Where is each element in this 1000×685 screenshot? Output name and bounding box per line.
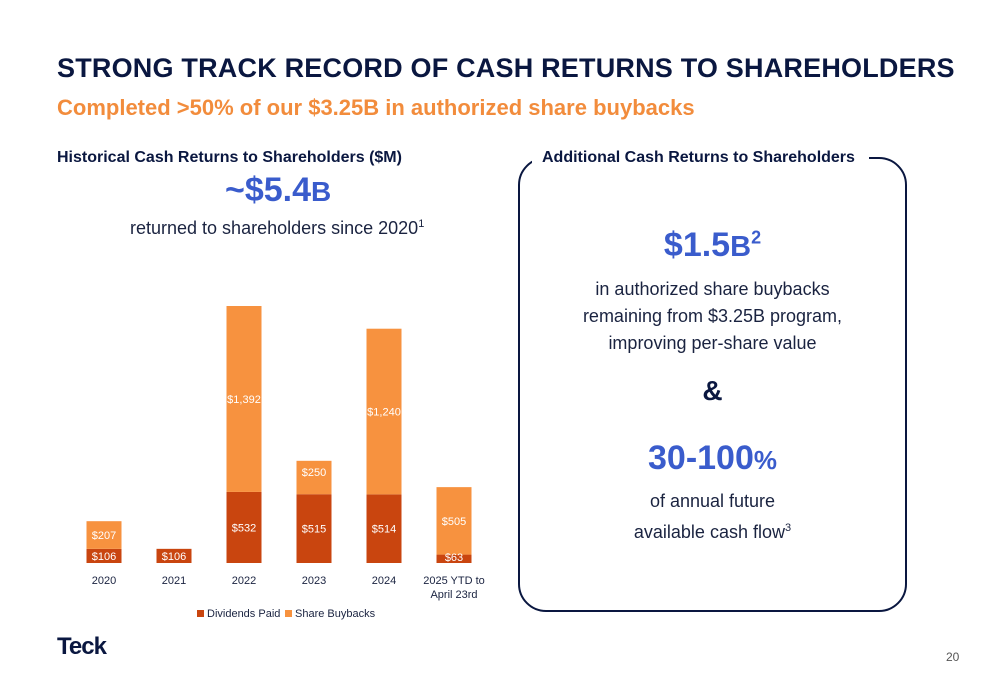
desc1-line: in authorized share buybacks [595, 279, 830, 299]
legend-swatch [197, 610, 204, 617]
x-tick-label: 2025 YTD to [423, 575, 485, 587]
page-number: 20 [946, 650, 960, 664]
page-title: STRONG TRACK RECORD OF CASH RETURNS TO S… [57, 53, 955, 83]
bar-value-label: $106 [162, 551, 186, 563]
chart-title: Historical Cash Returns to Shareholders … [57, 149, 402, 166]
buybacks-bar-5 [436, 487, 472, 555]
x-tick-label: 2023 [302, 575, 326, 587]
x-tick-label: April 23rd [430, 589, 477, 601]
legend-label: Share Buybacks [295, 608, 376, 620]
chart-x-axis-labels: 2020 2021 2022 2023 2024 2025 YTD to April 23r… [92, 575, 485, 601]
dividends-bar-0 [86, 548, 122, 563]
bar-value-label: $1,240 [367, 407, 401, 419]
bar-value-label: $505 [442, 516, 466, 528]
teck-logo: Teck [57, 633, 107, 660]
additional-returns-title: Additional Cash Returns to Shareholders [532, 149, 869, 167]
buybacks-bar-0 [86, 521, 122, 549]
desc1-line: improving per-share value [608, 333, 817, 353]
total-suffix: B [311, 176, 332, 207]
chart-bars [86, 306, 472, 563]
stat2-value: 30-100 [648, 439, 754, 477]
buyback-remaining-stat: $1.5B2 [520, 226, 905, 265]
buybacks-bar-3 [296, 460, 332, 495]
bar-value-label: $1,392 [227, 394, 261, 406]
total-caption-text: returned to shareholders since 2020 [130, 218, 419, 238]
buybacks-bar-2 [226, 306, 262, 492]
chart-data-labels: $106 $207 $106 $532 $1,392 $515 $250 $514 $1,240… [92, 394, 466, 564]
bar-value-label: $106 [92, 551, 116, 563]
desc2-text: available cash flow [633, 522, 785, 542]
buybacks-bar-4 [366, 328, 402, 495]
stat1-suffix: B [730, 231, 752, 263]
ampersand: & [702, 375, 723, 406]
dividends-bar-5 [436, 554, 472, 563]
desc2-line: available cash flow3 [520, 515, 905, 546]
bar-value-label: $207 [92, 530, 116, 542]
dividends-bar-4 [366, 494, 402, 563]
bar-value-label: $63 [445, 552, 463, 564]
footnote-2: 2 [751, 227, 762, 248]
stat2-suffix: % [753, 445, 777, 475]
bar-value-label: $514 [372, 524, 396, 536]
legend-label: Dividends Paid [207, 608, 280, 620]
total-returned-value: ~$5.4B [225, 171, 331, 210]
desc1-line: remaining from $3.25B program, [582, 306, 843, 326]
buyback-remaining-description: in authorized share buybacks remaining f… [520, 276, 905, 357]
dividends-bar-3 [296, 494, 332, 563]
dividends-bar-2 [226, 491, 262, 563]
x-tick-label: 2021 [162, 575, 186, 587]
x-tick-label: 2024 [372, 575, 396, 587]
x-tick-label: 2022 [232, 575, 256, 587]
dividends-bar-1 [156, 548, 192, 563]
legend-swatch [285, 610, 292, 617]
bar-value-label: $515 [302, 524, 326, 536]
x-tick-label: 2020 [92, 575, 116, 587]
bar-value-label: $250 [302, 467, 326, 479]
page-subtitle: Completed >50% of our $3.25B in authoriz… [57, 95, 695, 120]
footnote-3: 3 [784, 522, 792, 534]
cash-flow-stat: 30-100% [520, 439, 905, 478]
desc2-line: of annual future [649, 491, 776, 511]
chart-legend: Dividends Paid Share Buybacks [197, 608, 376, 620]
footnote-1: 1 [418, 218, 425, 230]
total-value: ~$5.4 [225, 171, 312, 209]
stat1-value: $1.5 [663, 226, 731, 264]
bar-value-label: $532 [232, 522, 256, 534]
cash-flow-description: of annual future available cash flow3 [520, 488, 905, 546]
total-caption: returned to shareholders since 20201 [130, 218, 424, 239]
